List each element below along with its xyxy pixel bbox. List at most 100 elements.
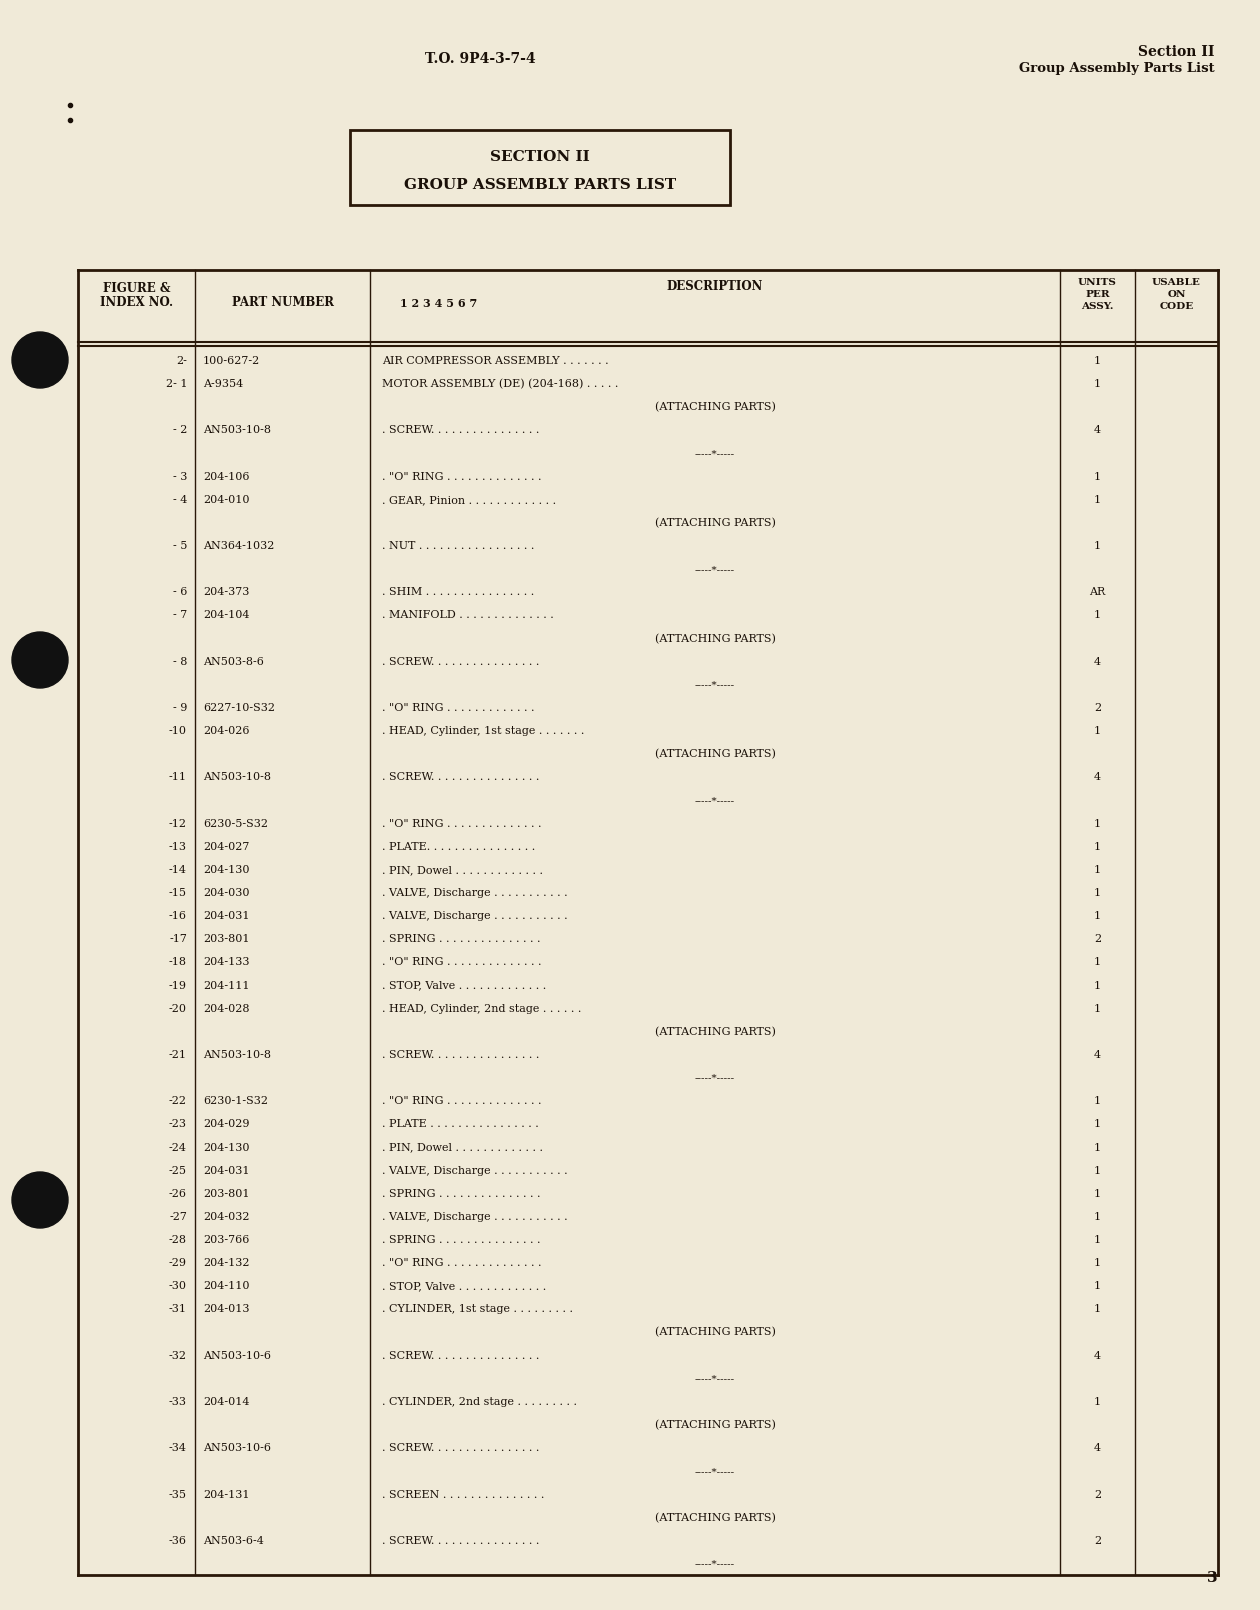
Text: . PIN, Dowel . . . . . . . . . . . . .: . PIN, Dowel . . . . . . . . . . . . .	[382, 1143, 543, 1153]
Text: 204-029: 204-029	[203, 1119, 249, 1129]
Text: . HEAD, Cylinder, 1st stage . . . . . . .: . HEAD, Cylinder, 1st stage . . . . . . …	[382, 726, 585, 736]
Text: . SCREW. . . . . . . . . . . . . . . .: . SCREW. . . . . . . . . . . . . . . .	[382, 425, 539, 435]
Text: 204-373: 204-373	[203, 588, 249, 597]
Text: 1: 1	[1094, 494, 1101, 506]
Text: -26: -26	[169, 1188, 186, 1199]
Text: . PLATE. . . . . . . . . . . . . . . .: . PLATE. . . . . . . . . . . . . . . .	[382, 842, 536, 852]
Text: USABLE: USABLE	[1152, 279, 1201, 287]
Text: 204-111: 204-111	[203, 980, 249, 990]
Text: 1: 1	[1094, 865, 1101, 874]
Text: - 6: - 6	[173, 588, 186, 597]
Text: -----*-----: -----*-----	[696, 1375, 735, 1383]
Text: -14: -14	[169, 865, 186, 874]
Text: 204-133: 204-133	[203, 958, 249, 968]
Text: 204-130: 204-130	[203, 1143, 249, 1153]
Text: . VALVE, Discharge . . . . . . . . . . .: . VALVE, Discharge . . . . . . . . . . .	[382, 1166, 567, 1175]
Text: 1: 1	[1094, 1119, 1101, 1129]
Text: A-9354: A-9354	[203, 380, 243, 390]
Text: 2: 2	[1094, 1536, 1101, 1546]
Text: -10: -10	[169, 726, 186, 736]
Text: 1: 1	[1094, 1397, 1101, 1407]
Text: 1: 1	[1094, 541, 1101, 551]
Circle shape	[13, 332, 68, 388]
Text: . NUT . . . . . . . . . . . . . . . . .: . NUT . . . . . . . . . . . . . . . . .	[382, 541, 534, 551]
Text: (ATTACHING PARTS): (ATTACHING PARTS)	[654, 1512, 775, 1523]
Text: -23: -23	[169, 1119, 186, 1129]
Text: -36: -36	[169, 1536, 186, 1546]
Text: 1: 1	[1094, 726, 1101, 736]
Text: . "O" RING . . . . . . . . . . . . . .: . "O" RING . . . . . . . . . . . . . .	[382, 472, 542, 481]
Text: - 8: - 8	[173, 657, 186, 667]
Text: PER: PER	[1085, 290, 1110, 299]
Text: 204-104: 204-104	[203, 610, 249, 620]
Bar	[350, 130, 730, 204]
Text: 204-010: 204-010	[203, 494, 249, 506]
Text: AN503-10-8: AN503-10-8	[203, 773, 271, 782]
Text: -13: -13	[169, 842, 186, 852]
Text: 1: 1	[1094, 889, 1101, 898]
Text: 1: 1	[1094, 1304, 1101, 1314]
Text: . VALVE, Discharge . . . . . . . . . . .: . VALVE, Discharge . . . . . . . . . . .	[382, 889, 567, 898]
Text: 4: 4	[1094, 773, 1101, 782]
Text: (ATTACHING PARTS): (ATTACHING PARTS)	[654, 1327, 775, 1338]
Text: . SCREW. . . . . . . . . . . . . . . .: . SCREW. . . . . . . . . . . . . . . .	[382, 1536, 539, 1546]
Text: . CYLINDER, 1st stage . . . . . . . . .: . CYLINDER, 1st stage . . . . . . . . .	[382, 1304, 573, 1314]
Text: - 7: - 7	[173, 610, 186, 620]
Text: 6227-10-S32: 6227-10-S32	[203, 704, 275, 713]
Text: 1: 1	[1094, 1235, 1101, 1245]
Text: 1: 1	[1094, 1188, 1101, 1199]
Text: 1: 1	[1094, 842, 1101, 852]
Text: - 5: - 5	[173, 541, 186, 551]
Text: CODE: CODE	[1159, 303, 1193, 311]
Text: 204-110: 204-110	[203, 1282, 249, 1291]
Text: FIGURE &: FIGURE &	[103, 282, 170, 295]
Text: -19: -19	[169, 980, 186, 990]
Text: 6230-5-S32: 6230-5-S32	[203, 818, 268, 829]
Text: 204-013: 204-013	[203, 1304, 249, 1314]
Text: -35: -35	[169, 1489, 186, 1499]
Text: 100-627-2: 100-627-2	[203, 356, 261, 365]
Text: - 4: - 4	[173, 494, 186, 506]
Text: . CYLINDER, 2nd stage . . . . . . . . .: . CYLINDER, 2nd stage . . . . . . . . .	[382, 1397, 577, 1407]
Text: Group Assembly Parts List: Group Assembly Parts List	[1019, 63, 1215, 76]
Text: . "O" RING . . . . . . . . . . . . . .: . "O" RING . . . . . . . . . . . . . .	[382, 1257, 542, 1269]
Text: -32: -32	[169, 1351, 186, 1360]
Text: 4: 4	[1094, 657, 1101, 667]
Text: 1: 1	[1094, 356, 1101, 365]
Text: 203-766: 203-766	[203, 1235, 249, 1245]
Text: UNITS: UNITS	[1079, 279, 1116, 287]
Text: -34: -34	[169, 1443, 186, 1454]
Text: 204-026: 204-026	[203, 726, 249, 736]
Text: Section II: Section II	[1139, 45, 1215, 60]
Text: . HEAD, Cylinder, 2nd stage . . . . . .: . HEAD, Cylinder, 2nd stage . . . . . .	[382, 1003, 581, 1014]
Text: GROUP ASSEMBLY PARTS LIST: GROUP ASSEMBLY PARTS LIST	[404, 179, 677, 192]
Text: DESCRIPTION: DESCRIPTION	[667, 280, 764, 293]
Text: ASSY.: ASSY.	[1081, 303, 1114, 311]
Text: 2-: 2-	[176, 356, 186, 365]
Text: 204-032: 204-032	[203, 1212, 249, 1222]
Text: -28: -28	[169, 1235, 186, 1245]
Text: 3: 3	[1207, 1571, 1218, 1584]
Text: 1: 1	[1094, 980, 1101, 990]
Text: . VALVE, Discharge . . . . . . . . . . .: . VALVE, Discharge . . . . . . . . . . .	[382, 911, 567, 921]
Text: -----*-----: -----*-----	[696, 449, 735, 459]
Text: -20: -20	[169, 1003, 186, 1014]
Text: PART NUMBER: PART NUMBER	[232, 296, 334, 309]
Text: -25: -25	[169, 1166, 186, 1175]
Text: . MANIFOLD . . . . . . . . . . . . . .: . MANIFOLD . . . . . . . . . . . . . .	[382, 610, 553, 620]
Text: -16: -16	[169, 911, 186, 921]
Text: - 9: - 9	[173, 704, 186, 713]
Text: . SPRING . . . . . . . . . . . . . . .: . SPRING . . . . . . . . . . . . . . .	[382, 1235, 541, 1245]
Text: ON: ON	[1167, 290, 1186, 299]
Text: 1: 1	[1094, 380, 1101, 390]
Text: . "O" RING . . . . . . . . . . . . .: . "O" RING . . . . . . . . . . . . .	[382, 704, 534, 713]
Text: AN503-10-8: AN503-10-8	[203, 1050, 271, 1059]
Text: AN503-10-8: AN503-10-8	[203, 425, 271, 435]
Text: 4: 4	[1094, 1443, 1101, 1454]
Text: (ATTACHING PARTS): (ATTACHING PARTS)	[654, 1027, 775, 1037]
Text: . SCREW. . . . . . . . . . . . . . . .: . SCREW. . . . . . . . . . . . . . . .	[382, 1351, 539, 1360]
Text: MOTOR ASSEMBLY (DE) (204-168) . . . . .: MOTOR ASSEMBLY (DE) (204-168) . . . . .	[382, 378, 619, 390]
Text: -27: -27	[169, 1212, 186, 1222]
Text: . "O" RING . . . . . . . . . . . . . .: . "O" RING . . . . . . . . . . . . . .	[382, 1096, 542, 1106]
Text: 204-132: 204-132	[203, 1257, 249, 1269]
